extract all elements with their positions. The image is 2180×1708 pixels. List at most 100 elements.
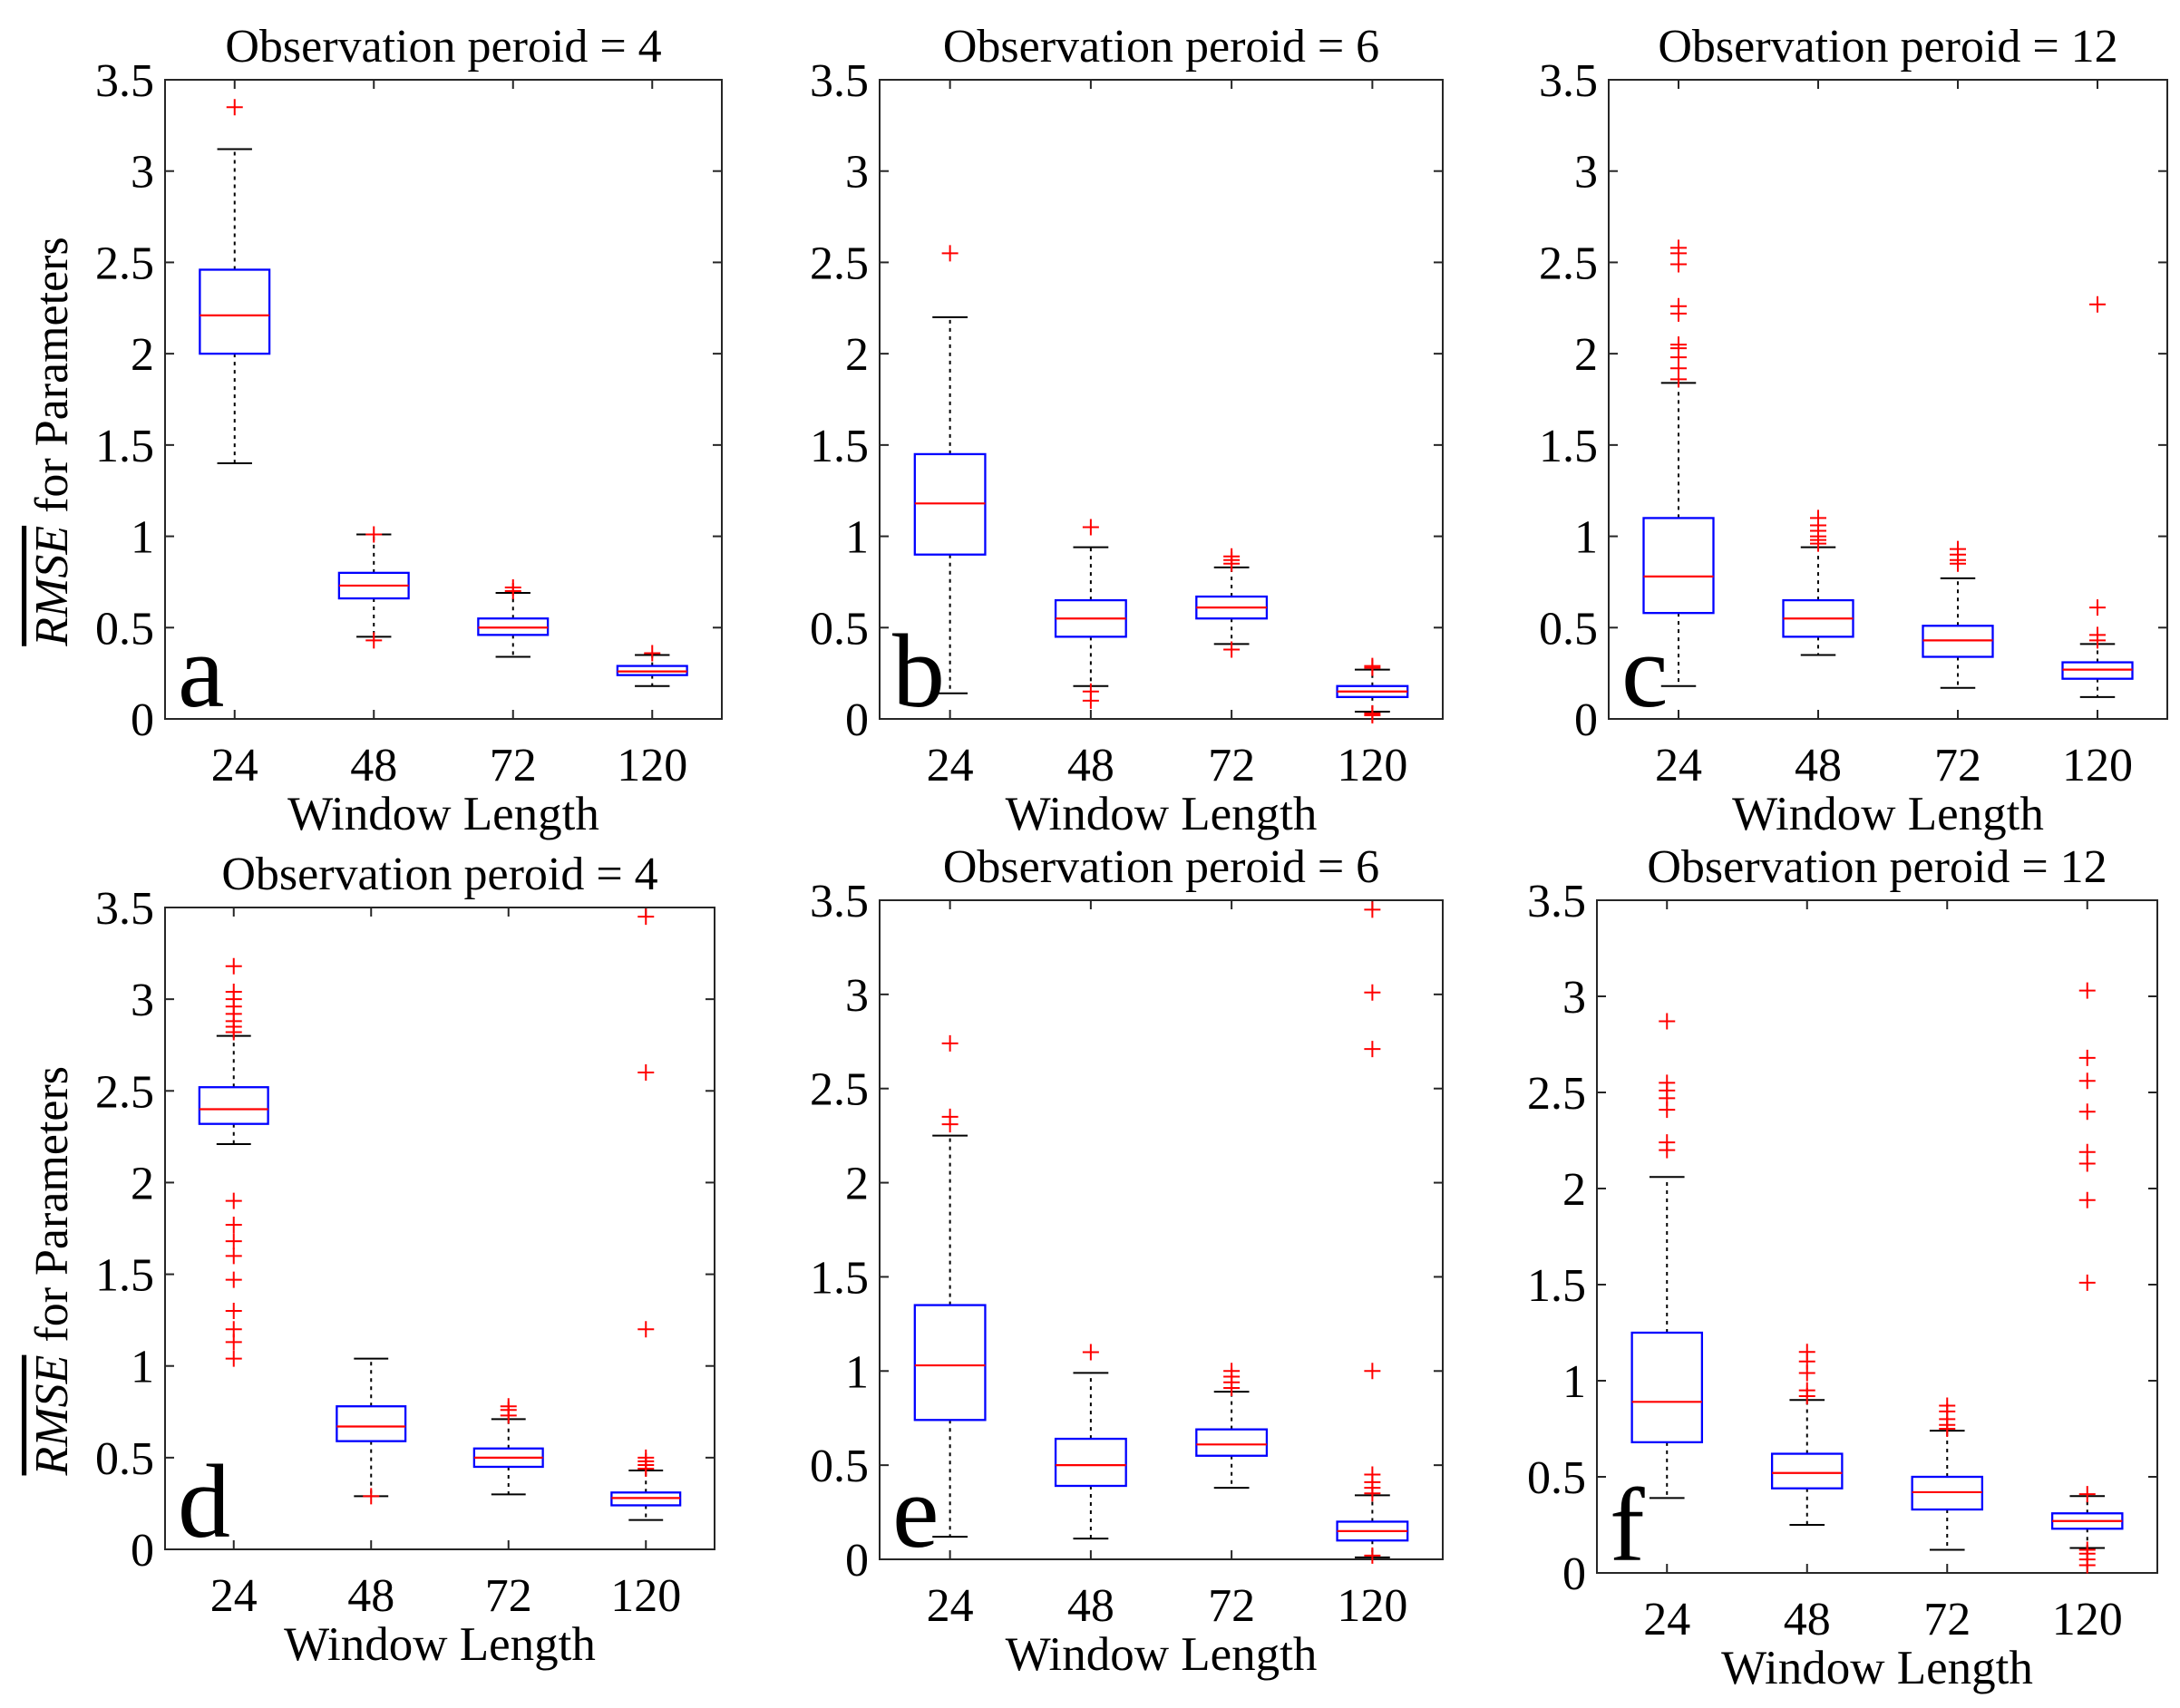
plot-area [1596,899,2158,1574]
outlier-marker-120 [2078,1541,2096,1558]
y-tick-label: 0.5 [1527,1452,1586,1504]
x-axis-label: Window Length [1721,1642,2033,1694]
x-axis-label: Window Length [1006,788,1318,840]
x-tick-label: 120 [610,1570,681,1622]
outlier-marker-24 [1659,1074,1676,1092]
outlier-marker-48 [363,1488,380,1505]
y-tick-label: 2 [131,1158,154,1209]
y-tick-label: 1.5 [1527,1260,1586,1312]
plot-area [1608,79,2168,720]
y-tick-label: 2 [845,329,869,381]
outlier-marker-120 [1364,1547,1381,1564]
boxplot-panel-d: Observation peroid = 4 0 0.5 1 1.5 2 2.5 3 3.5 24… [26,849,715,1671]
outlier-marker-48 [1810,509,1826,527]
y-tick-label: 1.5 [1539,421,1598,472]
x-tick-label: 72 [1934,740,1981,791]
outlier-marker-120 [2089,626,2106,644]
outlier-marker-120 [2078,1274,2096,1291]
box-group-120 [1336,901,1409,1564]
box-group-48 [1054,519,1127,709]
outlier-marker-24 [941,245,959,262]
y-tick-label: 1 [131,512,154,564]
y-tick-label: 0 [845,694,869,746]
box-group-24 [913,1034,987,1538]
x-tick-label: 72 [485,1570,532,1622]
y-tick-label: 3 [1562,972,1586,1024]
x-axis-label: Window Length [284,1618,596,1671]
y-tick-label: 0 [131,1525,154,1577]
outlier-marker-120 [2078,1143,2096,1160]
outlier-marker-72 [500,1398,517,1415]
y-tick-label: 0.5 [810,1441,869,1492]
x-tick-label: 120 [617,740,687,791]
y-tick-label: 3.5 [95,883,154,935]
y-tick-label: 3.5 [1539,55,1598,107]
y-tick-label: 3.5 [810,55,869,107]
box-group-72 [1195,548,1269,658]
y-tick-label: 2.5 [810,238,869,289]
y-tick-label: 1 [1574,512,1598,564]
y-tick-label: 1.5 [810,1252,869,1304]
box-72 [1195,1428,1269,1457]
outlier-marker-24 [941,1034,959,1052]
x-tick-label: 24 [1655,740,1702,791]
x-axis-label: Window Length [1006,1628,1318,1681]
box-24 [1630,1331,1704,1443]
outlier-marker-120 [644,645,661,662]
chart-title: Observation peroid = 4 [225,21,661,73]
x-tick-label: 24 [1643,1594,1690,1645]
y-tick-label: 2.5 [1539,238,1598,289]
box-group-24 [198,957,269,1367]
y-tick-label: 3 [845,970,869,1022]
y-tick-label: 0.5 [95,1433,154,1485]
y-tick-label: 0.5 [95,603,154,655]
chart-title: Observation peroid = 6 [943,841,1379,893]
y-tick-label: 2.5 [95,1066,154,1118]
x-tick-label: 120 [1337,1580,1407,1632]
box-group-48 [1770,1344,1844,1526]
outlier-marker-24 [225,1192,242,1209]
box-group-120 [616,645,688,687]
x-tick-label: 24 [210,1570,258,1622]
boxplot-panel-a: Observation peroid = 4 0 0.5 1 1.5 2 2.5 3 3.5 24… [26,21,723,840]
outlier-marker-24 [1670,297,1687,315]
x-tick-label: 48 [350,740,397,791]
x-tick-label: 72 [1923,1594,1971,1645]
boxplot-panel-e: Observation peroid = 6 0 0.5 1 1.5 2 2.5 3 3.5 24… [810,841,1444,1681]
outlier-marker-120 [1364,1363,1381,1380]
box-group-24 [1642,239,1715,687]
outlier-marker-24 [225,1321,242,1338]
box-24 [199,268,271,355]
outlier-marker-48 [1798,1344,1815,1361]
outlier-marker-120 [2078,1049,2096,1066]
y-tick-label: 3.5 [95,55,154,107]
y-tick-label: 1.5 [810,421,869,472]
y-tick-label: 1.5 [95,421,154,472]
plot-area [879,899,1444,1560]
outlier-marker-120 [1364,1041,1381,1058]
y-tick-label: 2.5 [810,1064,869,1116]
outlier-marker-48 [1082,519,1099,536]
y-tick-label: 0 [1574,694,1598,746]
box-48 [1054,1437,1127,1488]
outlier-marker-24 [225,957,242,975]
outlier-marker-120 [2078,1486,2096,1503]
plot-area [164,907,715,1550]
y-tick-label: 0.5 [1539,603,1598,655]
chart-title: Observation peroid = 12 [1647,841,2107,893]
y-tick-label: 2.5 [95,238,154,289]
outlier-marker-24 [225,1233,242,1250]
y-tick-label: 0 [1562,1548,1586,1600]
box-group-120 [2061,296,2134,698]
box-group-48 [337,526,410,649]
y-tick-label: 3.5 [810,876,869,927]
box-group-72 [472,1398,544,1496]
x-tick-label: 120 [2062,740,2133,791]
x-tick-label: 48 [1067,740,1114,791]
y-tick-label: 1 [131,1342,154,1393]
outlier-marker-48 [1082,683,1099,700]
y-tick-label: 1 [845,1346,869,1398]
box-group-72 [1911,1397,1984,1551]
x-tick-label: 72 [1208,740,1255,791]
y-tick-label: 1 [1562,1356,1586,1408]
